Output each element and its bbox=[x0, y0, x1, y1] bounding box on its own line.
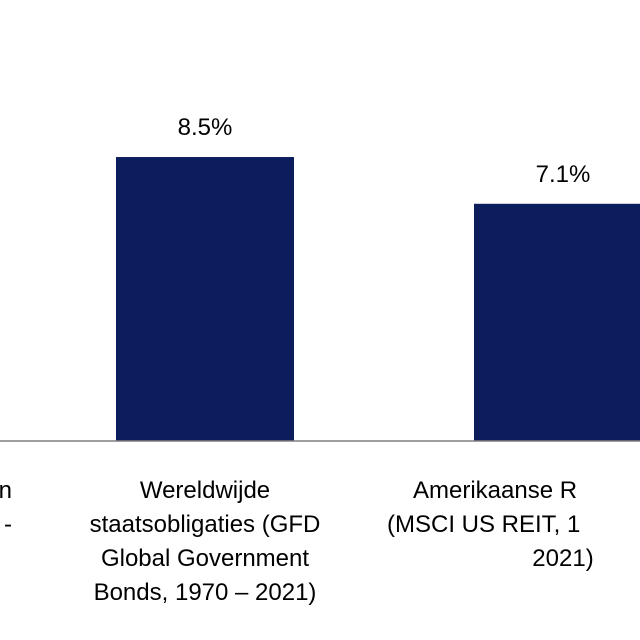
x-tick-label: (MSCI US REIT, 1 bbox=[387, 511, 580, 538]
x-tick-label: Bonds, 1970 – 2021) bbox=[94, 579, 317, 606]
x-tick-label: n bbox=[0, 477, 12, 504]
x-tick-label: 2021) bbox=[532, 545, 593, 572]
x-tick-label: Wereldwijde bbox=[140, 477, 270, 504]
bar bbox=[116, 157, 294, 442]
value-label: 8.5% bbox=[178, 114, 233, 141]
x-tick-label: Global Government bbox=[101, 545, 309, 572]
x-tick-label: staatsobligaties (GFD bbox=[90, 511, 321, 538]
value-label: 7.1% bbox=[536, 161, 591, 188]
bar bbox=[474, 203, 640, 441]
x-tick-label: - bbox=[4, 511, 12, 538]
x-tick-label: Amerikaanse R bbox=[413, 477, 577, 504]
